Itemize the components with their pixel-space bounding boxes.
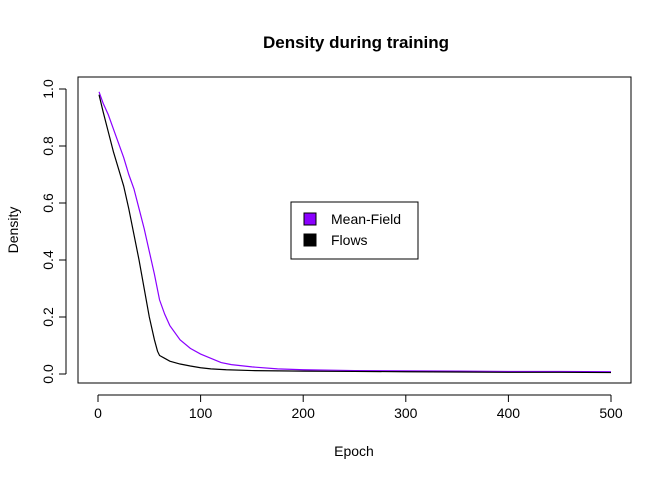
- y-axis-label: Density: [5, 207, 21, 254]
- x-tick-label: 500: [599, 405, 623, 421]
- series-line-mean-field: [98, 91, 612, 373]
- x-tick-label: 200: [292, 405, 316, 421]
- legend-label-mean-field: Mean-Field: [331, 211, 401, 227]
- series-line-flows: [98, 94, 612, 374]
- y-tick-label: 1.0: [40, 79, 56, 99]
- y-tick-label: 0.0: [40, 364, 56, 384]
- legend-swatch-mean-field: [303, 212, 317, 226]
- y-tick-label: 0.6: [40, 193, 56, 213]
- x-tick-label: 300: [394, 405, 418, 421]
- x-tick-label: 100: [189, 405, 213, 421]
- y-tick-label: 0.2: [40, 307, 56, 327]
- legend: Mean-Field Flows: [290, 201, 419, 260]
- legend-swatch-flows: [303, 233, 317, 247]
- x-axis: 0 100 200 300 400 500: [94, 394, 623, 421]
- y-tick-label: 0.8: [40, 136, 56, 156]
- series-layer: [98, 91, 612, 374]
- y-axis: 0.0 0.2 0.4 0.6 0.8 1.0: [40, 79, 67, 384]
- chart-title: Density during training: [263, 33, 449, 52]
- y-tick-label: 0.4: [40, 250, 56, 270]
- x-axis-label: Epoch: [334, 443, 374, 459]
- plot-area: [77, 76, 632, 384]
- x-tick-label: 400: [497, 405, 521, 421]
- legend-box: [290, 201, 419, 260]
- x-tick-label: 0: [94, 405, 102, 421]
- legend-label-flows: Flows: [331, 232, 368, 248]
